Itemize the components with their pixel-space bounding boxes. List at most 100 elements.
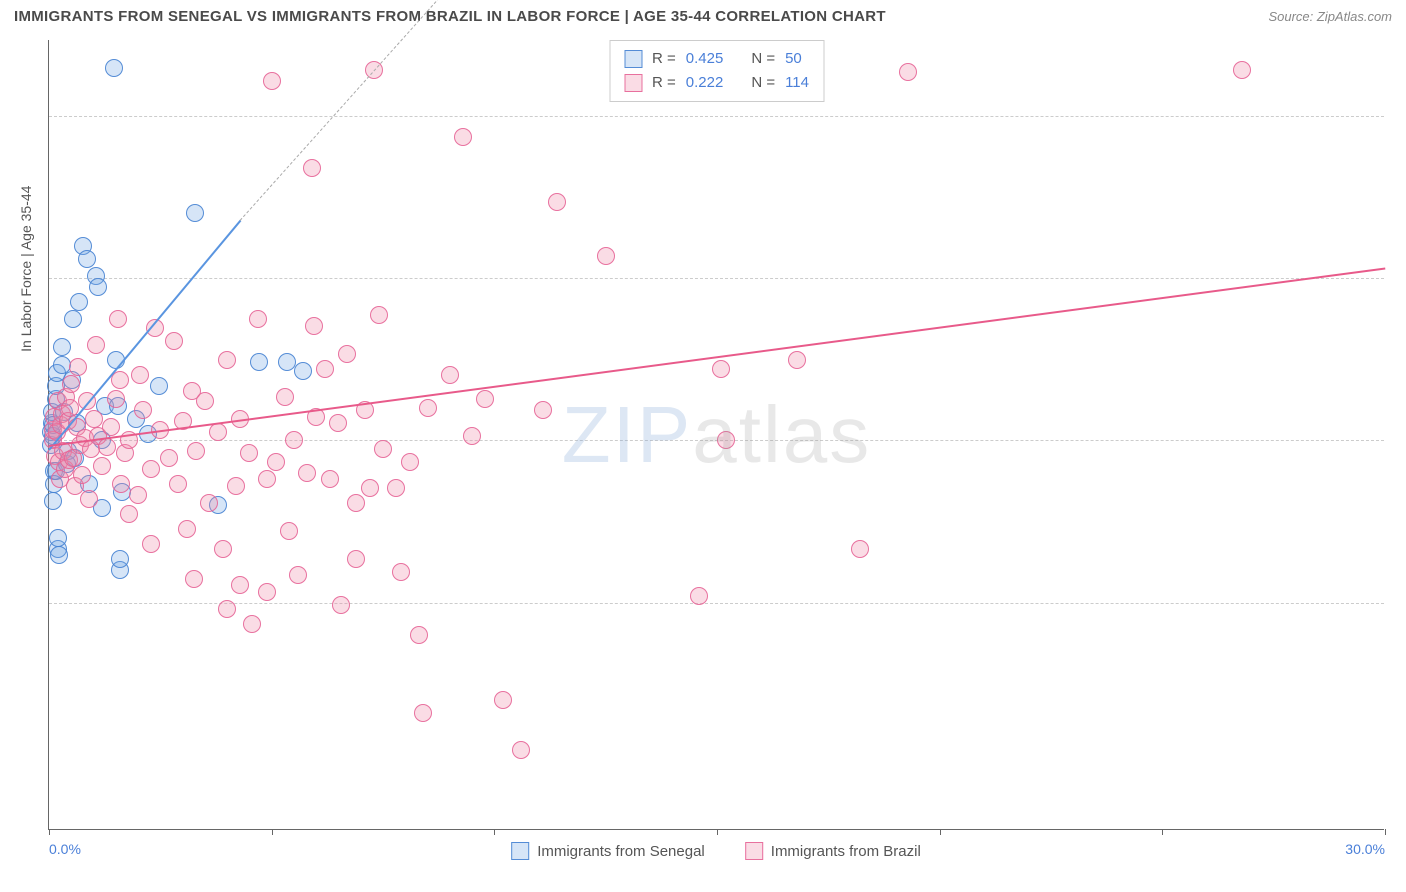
data-point-brazil [476, 390, 494, 408]
gridline-h [49, 278, 1384, 279]
data-point-brazil [347, 550, 365, 568]
data-point-brazil [267, 453, 285, 471]
data-point-brazil [899, 63, 917, 81]
swatch-brazil [624, 74, 642, 92]
r-label: R = [652, 71, 676, 95]
data-point-senegal [78, 250, 96, 268]
data-point-brazil [597, 247, 615, 265]
chart-header: IMMIGRANTS FROM SENEGAL VS IMMIGRANTS FR… [14, 8, 1392, 25]
data-point-brazil [218, 351, 236, 369]
data-point-senegal [64, 310, 82, 328]
y-tick-label: 77.5% [1394, 595, 1406, 611]
legend-label-senegal: Immigrants from Senegal [537, 843, 705, 860]
data-point-brazil [370, 306, 388, 324]
data-point-brazil [87, 336, 105, 354]
trend-line [240, 0, 450, 220]
data-point-senegal [150, 377, 168, 395]
gridline-h [49, 116, 1384, 117]
data-point-senegal [53, 338, 71, 356]
data-point-brazil [414, 704, 432, 722]
legend-label-brazil: Immigrants from Brazil [771, 843, 921, 860]
data-point-brazil [231, 576, 249, 594]
n-label: N = [751, 47, 775, 71]
swatch-brazil [745, 842, 763, 860]
data-point-brazil [441, 366, 459, 384]
y-tick-label: 100.0% [1394, 108, 1406, 124]
data-point-brazil [69, 358, 87, 376]
data-point-brazil [102, 418, 120, 436]
legend-item-senegal: Immigrants from Senegal [511, 842, 705, 860]
data-point-brazil [690, 587, 708, 605]
data-point-brazil [419, 399, 437, 417]
data-point-brazil [298, 464, 316, 482]
y-tick-label: 92.5% [1394, 270, 1406, 286]
data-point-brazil [276, 388, 294, 406]
data-point-brazil [410, 626, 428, 644]
data-point-brazil [401, 453, 419, 471]
data-point-brazil [142, 535, 160, 553]
plot-container: ZIPatlas R = 0.425 N = 50 R = 0.222 N = … [48, 40, 1384, 830]
data-point-brazil [717, 431, 735, 449]
data-point-brazil [258, 470, 276, 488]
series-legend: Immigrants from Senegal Immigrants from … [511, 842, 921, 860]
x-tick-mark [494, 829, 495, 835]
data-point-senegal [50, 546, 68, 564]
data-point-brazil [227, 477, 245, 495]
data-point-brazil [218, 600, 236, 618]
data-point-senegal [111, 550, 129, 568]
data-point-brazil [258, 583, 276, 601]
data-point-brazil [289, 566, 307, 584]
data-point-brazil [285, 431, 303, 449]
x-tick-mark [272, 829, 273, 835]
data-point-brazil [93, 457, 111, 475]
data-point-brazil [85, 410, 103, 428]
x-tick-mark [1385, 829, 1386, 835]
data-point-brazil [80, 490, 98, 508]
legend-item-brazil: Immigrants from Brazil [745, 842, 921, 860]
data-point-brazil [165, 332, 183, 350]
data-point-senegal [70, 293, 88, 311]
swatch-senegal [624, 50, 642, 68]
x-tick-mark [940, 829, 941, 835]
data-point-brazil [463, 427, 481, 445]
gridline-h [49, 603, 1384, 604]
data-point-brazil [321, 470, 339, 488]
watermark-part1: ZIP [562, 390, 692, 479]
data-point-brazil [178, 520, 196, 538]
data-point-brazil [120, 505, 138, 523]
data-point-brazil [200, 494, 218, 512]
data-point-brazil [305, 317, 323, 335]
x-tick-mark [1162, 829, 1163, 835]
data-point-brazil [303, 159, 321, 177]
data-point-brazil [332, 596, 350, 614]
legend-row-brazil: R = 0.222 N = 114 [624, 71, 809, 95]
data-point-brazil [107, 390, 125, 408]
data-point-senegal [294, 362, 312, 380]
n-value-senegal: 50 [785, 47, 802, 71]
trend-line [49, 267, 1385, 446]
data-point-brazil [112, 475, 130, 493]
r-value-brazil: 0.222 [686, 71, 724, 95]
scatter-plot: ZIPatlas R = 0.425 N = 50 R = 0.222 N = … [48, 40, 1384, 830]
data-point-brazil [329, 414, 347, 432]
data-point-brazil [73, 466, 91, 484]
data-point-brazil [131, 366, 149, 384]
data-point-senegal [186, 204, 204, 222]
data-point-brazil [712, 360, 730, 378]
data-point-brazil [512, 741, 530, 759]
data-point-brazil [851, 540, 869, 558]
data-point-brazil [347, 494, 365, 512]
data-point-senegal [250, 353, 268, 371]
data-point-brazil [1233, 61, 1251, 79]
data-point-brazil [134, 401, 152, 419]
data-point-brazil [142, 460, 160, 478]
data-point-brazil [209, 423, 227, 441]
data-point-brazil [361, 479, 379, 497]
data-point-brazil [392, 563, 410, 581]
data-point-brazil [240, 444, 258, 462]
data-point-brazil [454, 128, 472, 146]
data-point-brazil [62, 375, 80, 393]
r-label: R = [652, 47, 676, 71]
y-axis-label: In Labor Force | Age 35-44 [18, 186, 34, 352]
r-value-senegal: 0.425 [686, 47, 724, 71]
